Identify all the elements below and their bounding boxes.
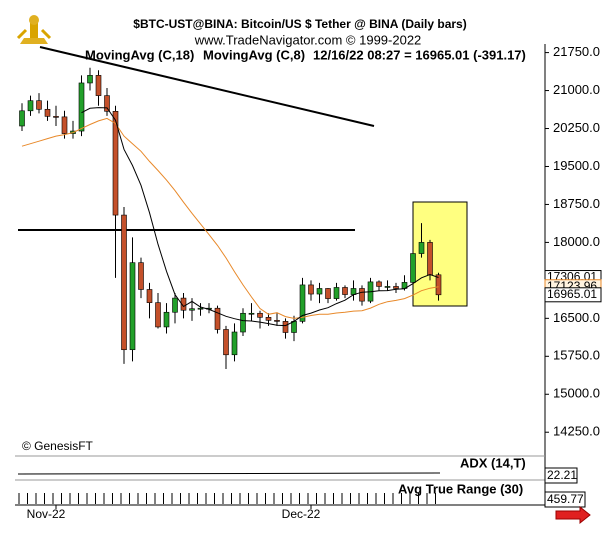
moving-average-line — [81, 107, 439, 327]
candle-body — [231, 331, 238, 356]
legend-entry: MovingAvg (C,8) — [203, 47, 305, 62]
candle-body — [197, 307, 204, 310]
candle-body — [308, 284, 314, 295]
candle-body — [282, 321, 289, 333]
price-tag: 16965.01 — [547, 287, 597, 301]
indicator-label: Avg True Range (30) — [398, 481, 523, 496]
x-tick-label: Nov-22 — [27, 507, 66, 521]
legend-entry: MovingAvg (C,18) — [85, 47, 194, 62]
candle-body — [384, 286, 391, 288]
y-tick-label: 15000.0 — [553, 386, 600, 401]
candle-body — [265, 317, 272, 321]
scroll-arrow[interactable] — [555, 505, 591, 525]
candle-body — [87, 75, 93, 84]
watermark: © GenesisFT — [22, 439, 94, 453]
candle-body — [435, 274, 442, 296]
chart-title: $BTC-UST@BINA: Bitcoin/US $ Tether @ BIN… — [133, 17, 466, 31]
candle-body — [78, 82, 85, 132]
x-tick-label: Dec-22 — [282, 507, 321, 521]
y-tick-label: 15750.0 — [553, 348, 600, 363]
trend-line — [39, 46, 375, 127]
candle-body — [393, 286, 399, 289]
candle-body — [53, 116, 59, 118]
candle-body — [418, 242, 425, 254]
adx-line — [17, 472, 441, 475]
chart-subtitle: www.TradeNavigator.com © 1999-2022 — [194, 32, 422, 47]
status-text: 12/16/22 08:27 = 16965.01 (-391.17) — [313, 47, 526, 62]
candle-body — [146, 289, 153, 303]
candle-body — [427, 242, 433, 276]
candle-body — [359, 288, 365, 302]
candle-body — [27, 100, 34, 112]
candle-body — [155, 302, 161, 328]
candle-body — [44, 108, 51, 117]
candle-body — [350, 288, 357, 295]
y-tick-label: 14250.0 — [553, 424, 600, 439]
y-tick-label: 16500.0 — [553, 310, 600, 325]
indicator-value-box — [544, 467, 578, 484]
candle-body — [376, 281, 382, 287]
candle-body — [36, 100, 42, 110]
candle-body — [410, 253, 416, 283]
candle-body — [248, 312, 255, 315]
candle-body — [257, 312, 263, 318]
candle-body — [138, 262, 144, 290]
candle-body — [274, 320, 280, 322]
candle-body — [104, 95, 110, 112]
logo — [16, 15, 52, 44]
candle-body — [61, 116, 68, 134]
candle-body — [291, 321, 297, 333]
candle-body — [180, 297, 187, 311]
candle-body — [333, 287, 340, 299]
candle-body — [299, 284, 306, 322]
candle-body — [189, 308, 195, 311]
moving-average-line — [21, 117, 439, 319]
candle-body — [342, 287, 348, 295]
candle-body — [95, 75, 102, 96]
price-tag-box — [544, 287, 602, 303]
candle-body — [240, 312, 246, 333]
candle-body — [112, 111, 119, 216]
candle-body — [214, 307, 221, 330]
candle-body — [121, 214, 127, 351]
indicator-value: 459.77 — [547, 492, 584, 506]
indicator-value: 22.21 — [547, 468, 577, 482]
y-tick-label: 20250.0 — [553, 120, 600, 135]
candle-body — [172, 297, 178, 313]
candle-body — [163, 311, 170, 328]
y-tick-label: 21000.0 — [553, 82, 600, 97]
indicator-label: ADX (14,T) — [460, 455, 526, 470]
y-tick-label: 18000.0 — [553, 234, 600, 249]
candle-body — [325, 288, 331, 299]
y-tick-label: 18750.0 — [553, 196, 600, 211]
indicator-value-box — [544, 491, 586, 508]
marks — [19, 67, 442, 369]
candle-body — [316, 288, 323, 295]
candle-body — [223, 329, 229, 356]
candle-body — [19, 110, 25, 127]
y-tick-label: 21750.0 — [553, 44, 600, 59]
y-tick-label: 19500.0 — [553, 158, 600, 173]
atr-bars — [18, 493, 438, 504]
candle-body — [129, 262, 136, 351]
